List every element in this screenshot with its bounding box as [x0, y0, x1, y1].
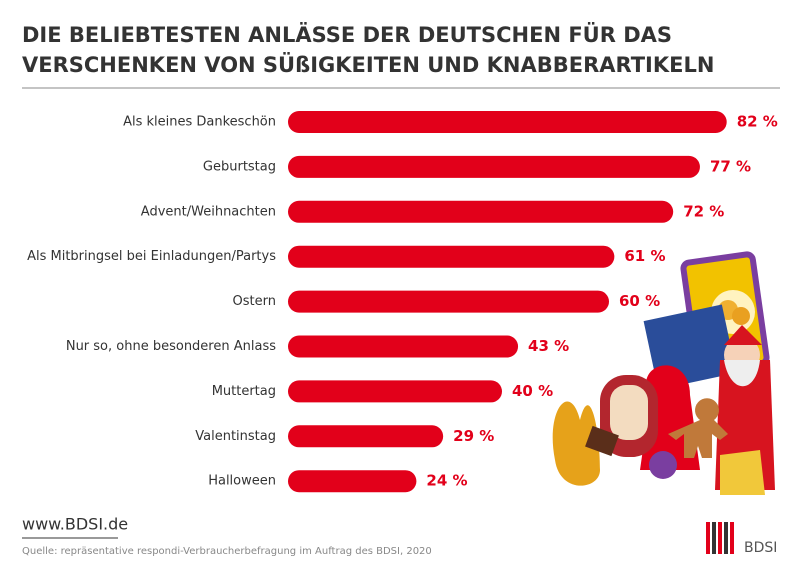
- logo-text: BDSI: [744, 540, 777, 556]
- value-label: 40 %: [512, 382, 553, 400]
- category-label: Advent/Weihnachten: [141, 204, 276, 219]
- bar: [288, 470, 417, 493]
- category-label: Ostern: [233, 294, 276, 309]
- bar: [288, 111, 727, 133]
- value-label: 82 %: [737, 113, 778, 131]
- value-label: 29 %: [453, 427, 494, 445]
- category-label: Als Mitbringsel bei Einladungen/Partys: [27, 249, 276, 264]
- bar: [288, 200, 674, 223]
- bar: [288, 425, 444, 448]
- source-note: Quelle: repräsentative respondi-Verbrauc…: [22, 546, 432, 557]
- bar: [288, 290, 609, 313]
- bar: [288, 245, 615, 268]
- category-label: Halloween: [208, 474, 276, 489]
- category-label: Als kleines Dankeschön: [123, 115, 276, 130]
- value-label: 72 %: [683, 202, 724, 220]
- chart-title: DIE BELIEBTESTEN ANLÄSSE DER DEUTSCHEN F…: [22, 22, 672, 47]
- chart-title: VERSCHENKEN VON SÜßIGKEITEN UND KNABBERA…: [22, 52, 714, 77]
- category-label: Valentinstag: [195, 429, 276, 444]
- logo: [706, 522, 734, 554]
- category-label: Muttertag: [212, 384, 276, 399]
- bar: [288, 335, 519, 358]
- value-label: 24 %: [426, 472, 467, 490]
- value-label: 60 %: [619, 292, 660, 310]
- illustration: [552, 251, 775, 495]
- category-label: Nur so, ohne besonderen Anlass: [66, 339, 276, 354]
- website: www.BDSI.de: [22, 515, 128, 534]
- value-label: 61 %: [624, 247, 665, 265]
- bar: [288, 155, 700, 178]
- bar: [288, 380, 502, 403]
- value-label: 77 %: [710, 157, 751, 175]
- value-label: 43 %: [528, 337, 569, 355]
- category-label: Geburtstag: [203, 159, 276, 174]
